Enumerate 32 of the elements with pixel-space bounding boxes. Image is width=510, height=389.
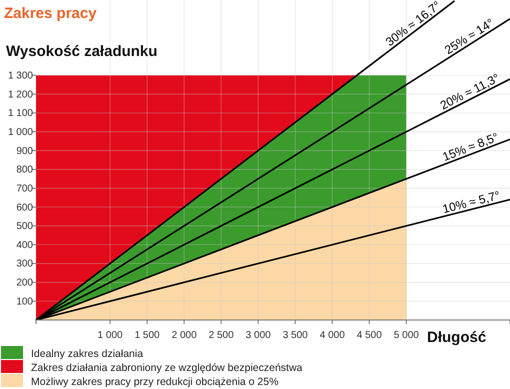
text: 20% ≈ 11,3° [438, 70, 502, 113]
y-tick-label: 600 [16, 202, 34, 214]
x-tick-label: 4 000 [320, 330, 346, 341]
text: 15% ≈ 8,5° [440, 130, 501, 164]
y-tick-label: 100 [16, 296, 34, 308]
y-axis-title: Wysokość załadunku [6, 43, 158, 60]
y-tick-label: 1 000 [8, 126, 34, 138]
y-tick-label: 700 [16, 183, 34, 194]
y-tick-label: 800 [16, 164, 34, 176]
x-tick-label: 1 000 [98, 330, 124, 341]
x-tick-label: 2 000 [172, 330, 198, 341]
chart-title: Zakres pracy [4, 5, 98, 22]
text: 25% ≈ 14° [442, 16, 497, 58]
y-tick-label: 900 [16, 146, 34, 157]
y-tick-label: 400 [16, 240, 34, 251]
legend-label: Możliwy zakres pracy przy redukcji obciążenia o 25% [31, 376, 278, 388]
text: 10% ≈ 5,7° [441, 188, 502, 216]
legend-label: Zakres działania zabroniony ze względów bezpieczeństwa [31, 362, 303, 374]
x-tick-label: 3 500 [282, 330, 308, 341]
y-tick-label: 1 100 [8, 108, 34, 120]
y-tick-label: 500 [16, 221, 34, 232]
x-tick-label: 3 000 [246, 330, 272, 341]
y-tick-label: 300 [16, 258, 34, 270]
y-tick-label: 200 [16, 278, 34, 289]
x-tick-label: 1 500 [134, 330, 160, 341]
y-tick-label: 1 300 [8, 70, 34, 82]
x-axis-title: Długość [427, 329, 486, 346]
legend-label: Idealny zakres działania [31, 348, 144, 360]
y-tick-label: 1 200 [8, 89, 34, 100]
x-tick-label: 4 500 [356, 330, 382, 341]
x-tick-label: 2 500 [208, 330, 234, 341]
x-tick-label: 5 000 [394, 330, 420, 341]
